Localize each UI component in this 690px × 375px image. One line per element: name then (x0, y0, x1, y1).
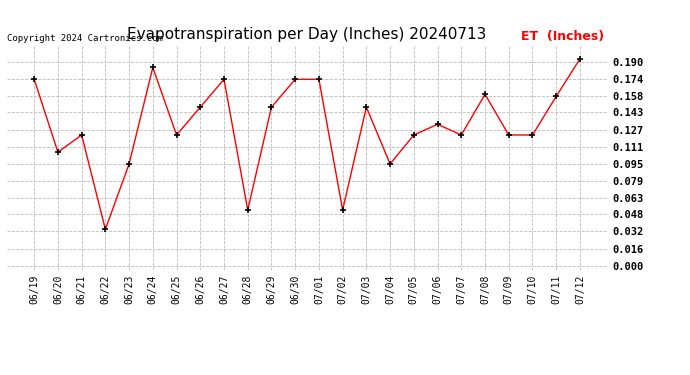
Text: Copyright 2024 Cartronics.com: Copyright 2024 Cartronics.com (7, 34, 163, 43)
Text: ET  (Inches): ET (Inches) (521, 30, 604, 43)
Title: Evapotranspiration per Day (Inches) 20240713: Evapotranspiration per Day (Inches) 2024… (128, 27, 486, 42)
